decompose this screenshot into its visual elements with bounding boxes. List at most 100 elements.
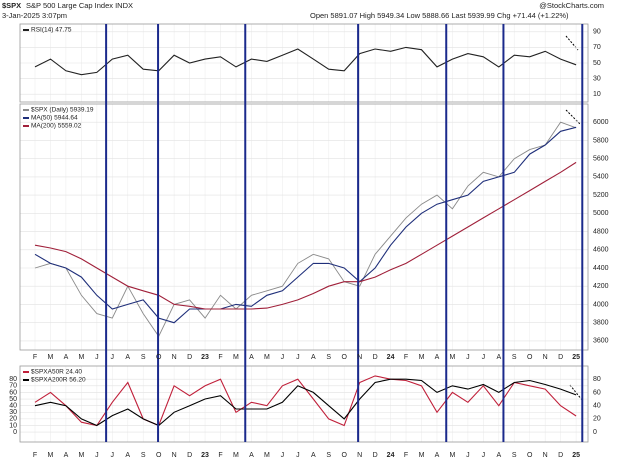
x-tick-label: M — [48, 354, 54, 361]
x-tick-label: J — [111, 354, 115, 361]
legend-label: $SPX (Daily) 5939.19 — [31, 107, 94, 114]
x-tick-label: F — [33, 452, 37, 459]
x-tick-label: M — [48, 452, 54, 459]
series-line — [34, 161, 577, 310]
y-tick-label: 50 — [9, 396, 17, 403]
x-tick-label: N — [357, 354, 362, 361]
x-tick-label: F — [218, 354, 222, 361]
x-tick-label: J — [281, 354, 285, 361]
x-tick-label: 23 — [201, 354, 209, 361]
y-tick-label: 40 — [593, 402, 601, 409]
y-tick-label: 30 — [593, 75, 601, 82]
panel-frame — [19, 23, 589, 103]
x-tick-label: A — [249, 354, 254, 361]
x-tick-label: S — [141, 452, 146, 459]
x-tick-label: M — [449, 452, 455, 459]
x-tick-label: A — [125, 354, 130, 361]
series-line — [34, 121, 577, 338]
x-tick-label: A — [125, 452, 130, 459]
y-tick-label: 80 — [593, 376, 601, 383]
legend-label: RSI(14) 47.75 — [31, 27, 72, 34]
legend-label: MA(200) 5559.02 — [31, 123, 82, 130]
x-tick-label: M — [419, 452, 425, 459]
x-tick-label: D — [187, 354, 192, 361]
x-tick-label: D — [373, 354, 378, 361]
x-tick-label: M — [449, 354, 455, 361]
panel-frame — [19, 103, 589, 351]
x-tick-label: M — [78, 354, 84, 361]
series-line — [34, 46, 577, 76]
y-tick-label: 6000 — [593, 119, 609, 126]
y-tick-label: 3600 — [593, 338, 609, 345]
x-tick-label: N — [543, 452, 548, 459]
date: 3-Jan-2025 3:07pm — [2, 11, 67, 20]
x-tick-label: A — [496, 354, 501, 361]
x-tick-label: J — [482, 354, 486, 361]
panel-frame — [19, 365, 589, 443]
x-tick-label: D — [187, 452, 192, 459]
index-name: S&P 500 Large Cap Index INDX — [26, 1, 133, 10]
y-tick-label: 0 — [13, 429, 17, 436]
x-tick-label: A — [496, 452, 501, 459]
y-tick-label: 5200 — [593, 192, 609, 199]
x-tick-label: J — [482, 452, 486, 459]
y-tick-label: 4000 — [593, 301, 609, 308]
x-tick-label: J — [466, 354, 470, 361]
x-tick-label: O — [156, 354, 162, 361]
x-tick-label: O — [527, 452, 533, 459]
x-tick-label: D — [558, 354, 563, 361]
x-tick-label: N — [172, 354, 177, 361]
y-tick-label: 60 — [593, 389, 601, 396]
x-tick-label: O — [341, 354, 347, 361]
x-tick-label: F — [218, 452, 222, 459]
x-tick-label: S — [512, 452, 517, 459]
x-tick-label: F — [404, 354, 408, 361]
legend-label: $SPXA200R 56.20 — [31, 377, 86, 384]
x-tick-label: A — [64, 354, 69, 361]
y-tick-label: 5600 — [593, 156, 609, 163]
legend-label: $SPXA50R 24.40 — [31, 369, 82, 376]
x-tick-label: J — [296, 452, 300, 459]
x-tick-label: O — [341, 452, 347, 459]
y-tick-label: 20 — [593, 416, 601, 423]
x-tick-label: J — [95, 354, 99, 361]
y-tick-label: 10 — [593, 91, 601, 98]
x-tick-label: A — [435, 354, 440, 361]
x-tick-label: J — [296, 354, 300, 361]
watermark: @StockCharts.com — [539, 1, 604, 10]
x-tick-label: M — [233, 452, 239, 459]
x-tick-label: D — [558, 452, 563, 459]
x-tick-label: A — [311, 354, 316, 361]
y-tick-label: 4800 — [593, 228, 609, 235]
x-tick-label: 24 — [387, 452, 395, 459]
y-tick-label: 10 — [9, 422, 17, 429]
x-tick-label: M — [233, 354, 239, 361]
x-tick-label: 23 — [201, 452, 209, 459]
y-tick-label: 60 — [9, 389, 17, 396]
x-tick-label: M — [264, 452, 270, 459]
quote: Open 5891.07 High 5949.34 Low 5888.66 La… — [310, 11, 569, 20]
x-tick-label: O — [156, 452, 162, 459]
x-tick-label: M — [264, 354, 270, 361]
y-tick-label: 0 — [593, 429, 597, 436]
x-tick-label: J — [281, 452, 285, 459]
x-tick-label: J — [111, 452, 115, 459]
x-tick-label: N — [172, 452, 177, 459]
x-tick-label: A — [435, 452, 440, 459]
x-tick-label: A — [64, 452, 69, 459]
symbol: $SPX — [2, 1, 21, 10]
x-tick-label: O — [527, 354, 533, 361]
y-tick-label: 4400 — [593, 265, 609, 272]
series-line — [34, 126, 577, 324]
x-tick-label: 25 — [572, 452, 580, 459]
y-tick-label: 30 — [9, 409, 17, 416]
y-tick-label: 80 — [9, 376, 17, 383]
x-tick-label: F — [404, 452, 408, 459]
y-tick-label: 5000 — [593, 210, 609, 217]
x-tick-label: 24 — [387, 354, 395, 361]
x-tick-label: J — [466, 452, 470, 459]
x-tick-label: A — [311, 452, 316, 459]
x-tick-label: 25 — [572, 354, 580, 361]
x-tick-label: S — [141, 354, 146, 361]
legend-label: MA(50) 5944.64 — [31, 115, 78, 122]
